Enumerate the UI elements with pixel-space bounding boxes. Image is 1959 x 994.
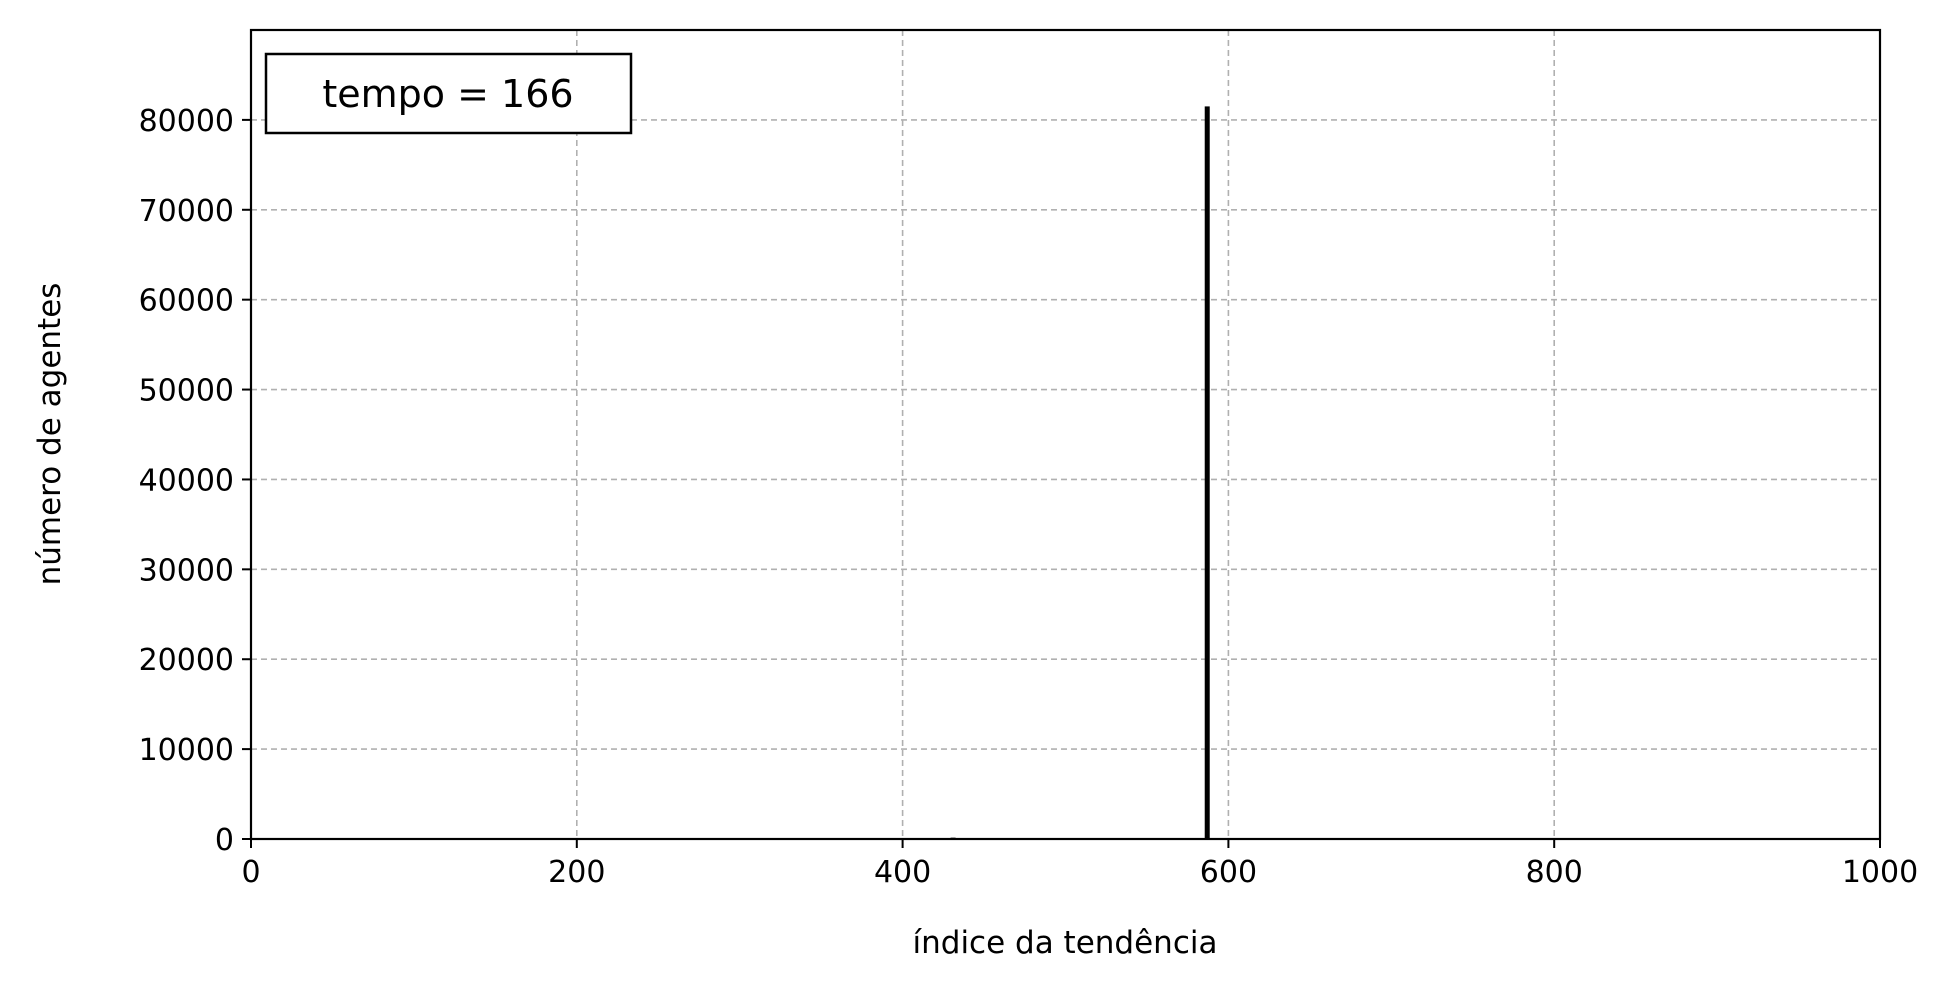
x-tick-label: 200 xyxy=(548,855,605,890)
y-tick-label: 20000 xyxy=(139,643,234,678)
annotation-frame xyxy=(264,52,633,135)
y-tick-label: 0 xyxy=(215,823,234,858)
y-tick-label: 50000 xyxy=(139,374,234,409)
x-tick-label: 400 xyxy=(874,855,931,890)
y-tick-label: 60000 xyxy=(139,284,234,319)
y-axis-label: número de agentes xyxy=(32,283,68,586)
bar xyxy=(1204,106,1210,839)
y-tick-label: 30000 xyxy=(139,553,234,588)
annotation-text: tempo = 166 xyxy=(322,72,573,116)
plot-background xyxy=(251,30,1880,839)
y-tick-label: 40000 xyxy=(139,463,234,498)
plot-frame xyxy=(249,28,1882,841)
ticks: 0 200 400 600 800 100001000020000300004000050… xyxy=(139,104,1919,890)
y-tick-label: 70000 xyxy=(139,194,234,229)
x-tick-label: 600 xyxy=(1200,855,1257,890)
x-tick-label: 1000 xyxy=(1842,855,1918,890)
x-tick-label: 800 xyxy=(1526,855,1583,890)
y-tick-label: 80000 xyxy=(139,104,234,139)
x-tick-label: 0 xyxy=(241,855,260,890)
x-axis-label: índice da tendência xyxy=(913,925,1218,961)
annotation-box: tempo = 166 xyxy=(264,52,633,135)
y-tick-label: 10000 xyxy=(139,733,234,768)
